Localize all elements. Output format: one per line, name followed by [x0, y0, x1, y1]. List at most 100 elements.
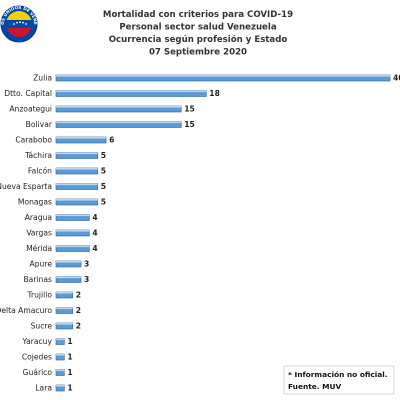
- value-label: 6: [109, 136, 114, 145]
- value-label: 2: [76, 306, 81, 315]
- bar: [55, 369, 65, 376]
- value-label: 4: [92, 229, 97, 238]
- value-label: 1: [67, 368, 72, 377]
- value-label: 4: [92, 244, 97, 253]
- bar-highlight: [56, 276, 82, 279]
- bar-highlight: [56, 307, 73, 310]
- bar-highlight: [56, 245, 90, 248]
- bar-highlight: [56, 183, 98, 186]
- category-label: Dtto. Capital: [4, 89, 52, 98]
- value-label: 15: [184, 120, 195, 129]
- bar: [55, 90, 207, 97]
- bar: [55, 229, 90, 237]
- value-label: 5: [101, 151, 106, 160]
- bar: [55, 276, 82, 283]
- bar: [55, 198, 99, 206]
- value-label: 2: [76, 291, 81, 300]
- chart-title-line: 07 Septiembre 2020: [149, 48, 247, 58]
- category-label: Carabobo: [15, 136, 52, 145]
- bar-highlight: [56, 106, 182, 108]
- bar-highlight: [56, 385, 65, 387]
- logo-flag-blue: [6, 20, 32, 28]
- category-label: Bolivar: [26, 120, 53, 129]
- bar: [55, 183, 99, 190]
- value-label: 5: [101, 182, 106, 191]
- value-label: 1: [67, 353, 72, 362]
- bar-highlight: [56, 323, 73, 325]
- category-label: Guárico: [23, 368, 53, 377]
- bar-highlight: [56, 369, 65, 372]
- bar: [55, 74, 391, 82]
- chart-title-line: Mortalidad con criterios para COVID-19: [103, 10, 293, 20]
- value-label: 1: [67, 337, 72, 346]
- category-label: Barinas: [23, 275, 52, 284]
- bar: [55, 167, 99, 175]
- bar: [55, 245, 90, 252]
- bar-highlight: [56, 75, 390, 77]
- bar: [55, 322, 74, 330]
- bar-highlight: [56, 152, 98, 155]
- bar-highlight: [56, 354, 65, 356]
- bar: [55, 260, 82, 268]
- category-label: Anzoategui: [9, 105, 52, 114]
- muv-logo: MEDICOS UNIDOS DE VENEZUELA: [0, 0, 38, 43]
- bar: [55, 105, 182, 113]
- value-label: 1: [67, 384, 72, 393]
- category-label: Monagas: [18, 198, 52, 207]
- bar-highlight: [56, 90, 207, 93]
- value-label: 3: [84, 275, 89, 284]
- bar: [55, 338, 65, 345]
- category-label: Trujillo: [26, 291, 52, 300]
- bar-highlight: [56, 199, 98, 201]
- category-label: Delta Amacuro: [0, 306, 52, 315]
- bar: [55, 291, 74, 299]
- category-label: Sucre: [31, 322, 53, 331]
- source-note: Fuente. MUV: [288, 382, 341, 391]
- bar-highlight: [56, 214, 90, 217]
- value-label: 5: [101, 167, 106, 176]
- chart-title-line: Ocurrencia según profesión y Estado: [109, 34, 288, 45]
- category-label: Yaracuy: [21, 337, 52, 346]
- logo-flag-red: [6, 28, 32, 37]
- bar-series: [55, 74, 391, 392]
- bar: [55, 307, 74, 314]
- bar: [55, 214, 90, 221]
- bar: [55, 121, 182, 128]
- bar: [55, 353, 65, 361]
- bar: [55, 384, 65, 392]
- category-labels: Zulia Dtto. Capital Anzoategui Bolivar Carab…: [0, 74, 53, 400]
- value-label: 4: [92, 213, 97, 222]
- value-label: 3: [84, 260, 89, 269]
- value-labels: 40181515655554443322211111: [67, 74, 400, 400]
- info-note: * Información no oficial.: [288, 370, 388, 379]
- bar: [55, 152, 99, 159]
- bar-highlight: [56, 292, 73, 294]
- value-label: 40: [393, 74, 400, 83]
- category-label: Zulia: [33, 74, 52, 83]
- value-label: 2: [76, 322, 81, 331]
- notes-box-frame: [283, 365, 395, 395]
- logo-flag: [6, 11, 32, 37]
- chart-title: Mortalidad con criterios para COVID-19 Pe…: [103, 10, 293, 58]
- bar-highlight: [56, 121, 182, 124]
- category-label: Aragua: [25, 213, 52, 222]
- category-label: Mérida: [26, 244, 52, 253]
- value-label: 18: [209, 89, 220, 98]
- value-label: 5: [101, 198, 106, 207]
- bar-highlight: [56, 137, 107, 139]
- bar-highlight: [56, 230, 90, 232]
- bar-highlight: [56, 338, 65, 341]
- notes-box: * Información no oficial. Fuente. MUV: [283, 365, 395, 395]
- category-label: Vargas: [26, 229, 52, 238]
- category-label: Falcón: [28, 167, 52, 176]
- logo-flag-yellow: [6, 11, 32, 20]
- bar: [55, 136, 107, 144]
- value-label: 15: [184, 105, 195, 114]
- chart-title-line: Personal sector salud Venezuela: [119, 23, 276, 33]
- category-label: Lara: [35, 384, 52, 393]
- category-label: Apure: [30, 260, 53, 269]
- bar-highlight: [56, 261, 82, 263]
- category-label: Nueva Esparta: [0, 182, 52, 191]
- category-label: Cojedes: [22, 353, 52, 362]
